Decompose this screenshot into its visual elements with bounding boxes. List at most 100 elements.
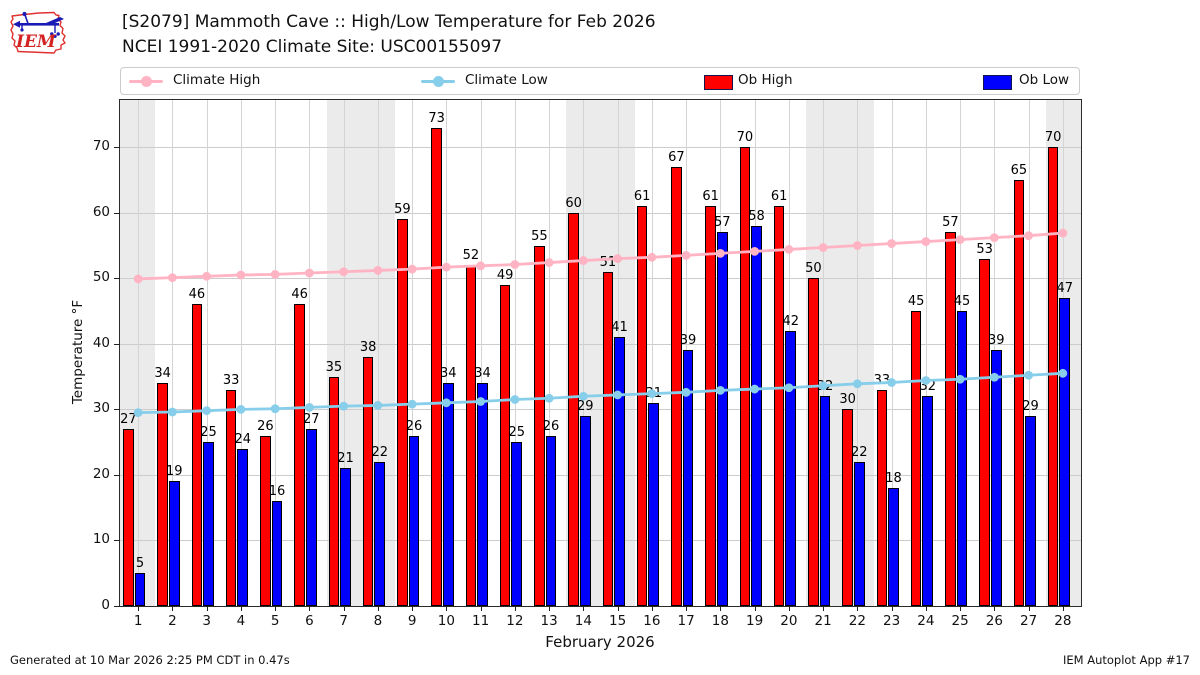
climate-high-marker <box>887 239 897 248</box>
bar-ob-high <box>1013 179 1025 606</box>
x-tick-mark <box>549 606 551 611</box>
gridline-vertical <box>651 100 653 606</box>
x-tick-label: 3 <box>202 613 211 629</box>
x-tick-label: 24 <box>917 613 935 629</box>
gridline-vertical <box>857 100 859 606</box>
x-tick-mark <box>857 606 859 611</box>
bar-ob-high <box>602 271 614 606</box>
bar-ob-low <box>442 383 454 606</box>
iem-logo-text: IEM <box>15 32 57 52</box>
legend-label: Climate Low <box>465 72 548 88</box>
gridline-vertical <box>925 100 927 606</box>
gridline-vertical <box>309 100 311 606</box>
climate-high-marker <box>647 252 657 262</box>
weather-vane-icon <box>13 11 64 38</box>
gridline-horizontal <box>120 540 1081 542</box>
bar-ob-low <box>477 383 488 606</box>
bar-label-ob-high: 46 <box>188 287 206 303</box>
gridline-vertical <box>377 100 379 606</box>
climate-low-marker <box>989 372 999 382</box>
bar-ob-low <box>340 468 351 606</box>
x-tick-label: 22 <box>848 613 866 629</box>
bar-label-ob-high: 53 <box>976 241 993 257</box>
x-tick-label: 8 <box>373 613 383 629</box>
x-axis-label: February 2026 <box>545 633 655 651</box>
climate-high-marker <box>476 261 486 271</box>
gridline-horizontal <box>120 212 1081 214</box>
gridline-vertical <box>1028 100 1030 606</box>
x-tick-label: 20 <box>780 613 798 629</box>
bar-label-ob-high: 50 <box>805 261 822 277</box>
bar-ob-high <box>979 258 990 606</box>
climate-high-marker <box>784 245 794 254</box>
climate-low-marker <box>715 385 725 395</box>
climate-low-marker <box>167 407 177 417</box>
x-tick-label: 1 <box>133 613 143 629</box>
bar-ob-high <box>157 383 168 606</box>
bar-ob-high <box>397 219 408 606</box>
x-tick-label: 2 <box>168 613 177 629</box>
y-tick-mark <box>114 147 120 149</box>
x-tick-label: 15 <box>609 613 627 629</box>
climate-high-marker-swatch <box>141 76 152 87</box>
legend-label: Climate High <box>173 72 261 88</box>
bar-ob-high <box>705 206 716 606</box>
climate-low-marker <box>1024 370 1034 380</box>
x-tick-label: 16 <box>643 613 661 629</box>
climate-high-marker <box>818 243 828 252</box>
climate-low-marker <box>887 378 897 387</box>
y-tick-label: 70 <box>92 138 110 155</box>
bar-label-ob-high: 45 <box>907 294 925 310</box>
bar-ob-high <box>568 212 579 606</box>
climate-high-marker <box>613 254 623 264</box>
climate-high-marker <box>1058 228 1068 238</box>
y-tick-label: 0 <box>101 597 110 613</box>
bar-ob-low <box>168 481 180 606</box>
climate-low-marker <box>818 381 828 391</box>
y-tick-mark <box>114 409 120 411</box>
app-credit: IEM Autoplot App #17 <box>1062 653 1190 667</box>
x-tick-label: 9 <box>407 613 417 629</box>
climate-low-marker <box>613 390 623 400</box>
climate-high-marker <box>955 235 965 245</box>
x-tick-mark <box>309 606 311 611</box>
ob-high-patch-swatch <box>704 75 733 90</box>
climate-high-marker <box>989 233 999 243</box>
bar-ob-high <box>739 147 751 606</box>
bar-label-ob-high: 55 <box>531 228 548 244</box>
bar-label-ob-low: 41 <box>611 320 628 336</box>
x-tick-mark <box>412 606 414 611</box>
x-tick-label: 19 <box>746 613 764 629</box>
gridline-vertical <box>891 100 893 606</box>
bar-ob-high <box>808 278 819 606</box>
bar-ob-low <box>511 442 523 606</box>
x-tick-mark <box>994 606 996 611</box>
bar-ob-low <box>408 435 420 606</box>
bar-label-ob-low: 57 <box>713 215 731 231</box>
bar-label-ob-high: 46 <box>291 287 308 303</box>
x-tick-mark <box>1062 606 1064 611</box>
y-tick-mark <box>114 278 120 280</box>
y-tick-label: 10 <box>92 531 110 548</box>
x-tick-mark <box>686 606 688 611</box>
x-tick-mark <box>514 606 516 611</box>
x-tick-label: 21 <box>814 613 832 629</box>
chart-subtitle: NCEI 1991-2020 Climate Site: USC00155097 <box>122 37 503 57</box>
climate-high-marker <box>681 250 691 260</box>
x-tick-mark <box>891 606 893 611</box>
gridline-vertical <box>583 100 585 606</box>
bar-label-ob-high: 30 <box>839 392 856 408</box>
climate-high-marker <box>133 274 143 284</box>
bar-label-ob-high: 52 <box>462 248 480 264</box>
gridline-vertical <box>446 100 448 606</box>
legend-label: Ob High <box>738 72 793 88</box>
x-tick-label: 13 <box>540 613 558 629</box>
bar-ob-low <box>682 350 694 606</box>
gridline-horizontal <box>120 278 1081 280</box>
bar-ob-high <box>191 304 203 606</box>
bar-ob-low <box>305 429 317 606</box>
bar-ob-low <box>203 442 214 606</box>
gridline-horizontal <box>120 343 1081 345</box>
x-tick-label: 17 <box>677 613 695 629</box>
climate-high-marker <box>1024 231 1034 241</box>
